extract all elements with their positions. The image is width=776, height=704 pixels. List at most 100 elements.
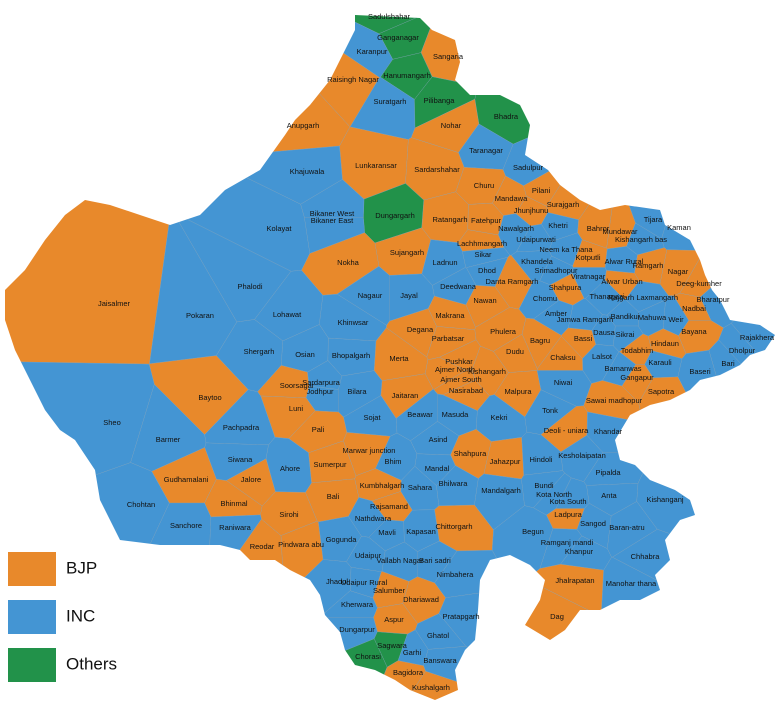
constituency-label: Nagaur	[358, 291, 383, 300]
constituency-labels: Sadulshahar Ganganagar Karanpur Sangaria Rai…	[98, 12, 775, 692]
constituency-label: Deoli - uniara	[544, 426, 589, 435]
constituency-label: Kishanganj	[646, 495, 683, 504]
constituency-label: Dhod	[478, 266, 496, 275]
constituency-label: Chaksu	[550, 353, 575, 362]
constituency-label: Bhopalgarh	[332, 351, 370, 360]
constituency-label: Rajsamand	[370, 502, 408, 511]
constituency-label: Ladnun	[432, 258, 457, 267]
constituency-label: Sikrai	[616, 330, 635, 339]
constituency-label: Kishangarh bas	[615, 235, 667, 244]
constituency-label: Nadbai	[682, 304, 706, 313]
constituency-label: Hindoli	[530, 455, 553, 464]
constituency-label: Ajmer North	[435, 365, 475, 374]
constituency-label: Udaipurwati	[516, 235, 556, 244]
constituency-label: Kolayat	[266, 224, 292, 233]
constituency-label: Kota North	[536, 490, 572, 499]
constituency-label: Raisingh Nagar	[327, 75, 379, 84]
constituency-label: Bikaner West	[310, 209, 355, 218]
constituency-label: Bagidora	[393, 668, 424, 677]
constituency-label: Dholpur	[729, 346, 756, 355]
constituency-region	[661, 15, 775, 251]
constituency-label: Bhadra	[494, 112, 519, 121]
constituency-label: Manohar thana	[606, 579, 657, 588]
constituency-label: Lunkaransar	[355, 161, 397, 170]
constituency-label: Kaman	[667, 223, 691, 232]
constituency-label: Dungarpur	[339, 625, 375, 634]
constituency-label: Srimadhopur	[535, 266, 578, 275]
constituency-label: Tijara	[644, 215, 663, 224]
constituency-label: Sahara	[408, 483, 433, 492]
constituency-label: Bamanwas	[604, 364, 641, 373]
constituency-label: Malpura	[504, 387, 532, 396]
constituency-label: Nimbahera	[437, 570, 475, 579]
constituency-label: Kishangarh	[468, 367, 506, 376]
constituency-label: Parbatsar	[432, 334, 465, 343]
constituency-label: Alwar Rural	[605, 257, 644, 266]
constituency-label: Bandikui	[611, 312, 640, 321]
constituency-label: Ahore	[280, 464, 300, 473]
constituency-label: Bilara	[347, 387, 367, 396]
constituency-label: Viratnagar	[571, 272, 606, 281]
constituency-label: Masuda	[442, 410, 470, 419]
constituency-label: Kapasan	[406, 527, 436, 536]
constituency-label: Udaipur	[355, 551, 382, 560]
constituency-label: Churu	[474, 181, 494, 190]
constituency-label: Kotputli	[575, 253, 600, 262]
constituency-label: Ajmer South	[440, 375, 481, 384]
constituency-label: Dhariawad	[403, 595, 439, 604]
legend: BJP INC Others	[8, 552, 117, 682]
constituency-label: Bhim	[384, 457, 401, 466]
constituency-label: Surajgarh	[547, 200, 580, 209]
constituency-label: Sangaria	[433, 52, 464, 61]
constituency-label: Beawar	[407, 410, 433, 419]
constituency-label: Kumbhalgarh	[360, 481, 405, 490]
constituency-label: Bari	[721, 359, 735, 368]
constituency-label: Makrana	[435, 311, 465, 320]
constituency-label: Luni	[289, 404, 304, 413]
constituency-label: Kherwara	[341, 600, 374, 609]
constituency-label: Danta Ramgarh	[486, 277, 539, 286]
constituency-label: Degana	[407, 325, 434, 334]
constituency-label: Bikaner East	[311, 216, 354, 225]
constituency-label: Sadulpur	[513, 163, 544, 172]
constituency-label: Siwana	[228, 455, 253, 464]
constituency-region	[420, 15, 568, 87]
constituency-label: Pratapgarh	[442, 612, 479, 621]
constituency-label: Khinwsar	[338, 318, 369, 327]
constituency-label: Ratangarh	[432, 215, 467, 224]
constituency-label: Jhadol	[326, 577, 348, 586]
constituency-label: Khanpur	[565, 547, 594, 556]
constituency-label: Jhalrapatan	[555, 576, 594, 585]
constituency-label: Jalore	[241, 475, 261, 484]
constituency-region	[213, 638, 388, 700]
constituency-label: Ramgarh	[633, 261, 664, 270]
constituency-label: Baran-atru	[609, 523, 644, 532]
constituency-label: Pilani	[532, 186, 551, 195]
constituency-label: Shahpura	[549, 283, 582, 292]
constituency-label: Sardarpura	[302, 378, 340, 387]
constituency-label: Lohawat	[273, 310, 302, 319]
constituency-label: Kota South	[549, 497, 586, 506]
constituency-label: Sumerpur	[314, 460, 347, 469]
legend-label: INC	[66, 606, 95, 625]
constituency-label: Sawai madhopur	[586, 396, 643, 405]
constituency-label: Neem ka Thana	[539, 245, 593, 254]
constituency-label: Pushkar	[445, 357, 473, 366]
constituency-label: Pindwara abu	[278, 540, 324, 549]
constituency-label: Gogunda	[326, 535, 358, 544]
constituency-label: Ladpura	[554, 510, 582, 519]
constituency-label: Dudu	[506, 347, 524, 356]
legend-swatch	[8, 552, 56, 586]
constituency-label: Dag	[550, 612, 564, 621]
constituency-region	[615, 15, 736, 239]
constituency-label: Raniwara	[219, 523, 252, 532]
constituency-label: Nawan	[473, 296, 496, 305]
constituency-label: Ganganagar	[377, 33, 419, 42]
constituency-label: Sanchore	[170, 521, 202, 530]
constituency-label: Bagru	[530, 336, 550, 345]
constituency-label: Shahpura	[454, 449, 487, 458]
constituency-label: Khandar	[594, 427, 623, 436]
constituency-label: Lachhmangarh	[457, 239, 507, 248]
legend-swatch	[8, 648, 56, 682]
constituency-label: Karanpur	[357, 47, 388, 56]
